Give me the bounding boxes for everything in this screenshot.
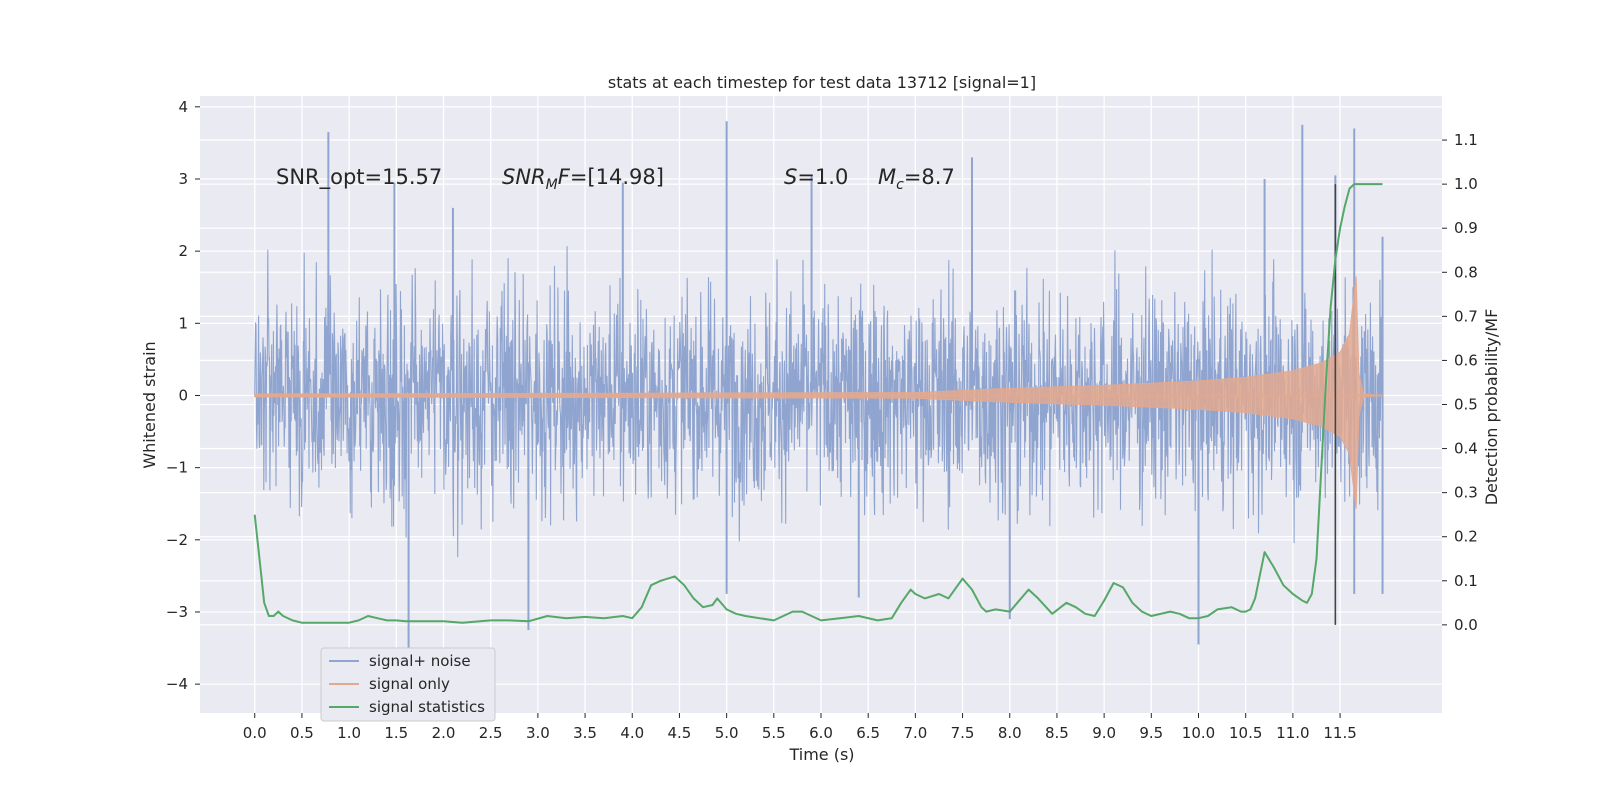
- signal-noise-line: [254, 246, 1384, 558]
- x-tick-label: 1.0: [337, 724, 361, 742]
- x-tick-label: 4.5: [668, 724, 692, 742]
- y-axis-label: Whitened strain: [140, 341, 159, 468]
- y-tick-label: 2: [178, 242, 188, 260]
- x-tick-label: 2.0: [432, 724, 456, 742]
- x-tick-label: 8.5: [1045, 724, 1069, 742]
- x-tick-label: 5.0: [715, 724, 739, 742]
- legend-box: [320, 647, 496, 722]
- y2-tick-label: 0.2: [1454, 528, 1478, 546]
- x-tick-label: 9.5: [1139, 724, 1163, 742]
- legend-label-signal-noise: signal+ noise: [369, 652, 471, 670]
- x-tick-label: 11.5: [1323, 724, 1356, 742]
- x-tick-label: 6.5: [856, 724, 880, 742]
- y2-tick-label: 0.3: [1454, 484, 1478, 502]
- x-tick-label: 0.5: [290, 724, 314, 742]
- annotation-s-label: S: [784, 165, 797, 189]
- annotation-snr-opt: SNR_opt=15.57: [276, 165, 442, 190]
- y2-tick-label: 0.1: [1454, 572, 1478, 590]
- annotation-snr-mf-label: SNR: [502, 165, 546, 189]
- x-tick-label: 7.5: [951, 724, 975, 742]
- annotation-snr-mf-rest-f: F: [558, 165, 571, 189]
- y2-tick-label: 0.6: [1454, 351, 1478, 369]
- y-tick-label: 4: [178, 98, 188, 116]
- x-tick-label: 5.5: [762, 724, 786, 742]
- x-tick-label: 9.0: [1092, 724, 1116, 742]
- x-tick-label: 4.0: [620, 724, 644, 742]
- y2-tick-label: 0.4: [1454, 440, 1478, 458]
- signal-statistics-series: [253, 183, 1383, 624]
- x-tick-label: 7.0: [903, 724, 927, 742]
- y-tick-label: 1: [178, 314, 188, 332]
- y2-tick-label: 1.0: [1454, 175, 1478, 193]
- signal-statistics-line: [253, 183, 1383, 624]
- x-tick-label: 0.0: [243, 724, 267, 742]
- y2-tick-label: 0.8: [1454, 263, 1478, 281]
- tick-labels: 0.0 0.5 1.0 1.5 2.0 2.5 3.0 3.5 4.0 4.5 5.0 5.5 6.0 6…: [166, 98, 1478, 742]
- x-tick-label: 10.5: [1229, 724, 1262, 742]
- x-tick-label: 11.0: [1276, 724, 1309, 742]
- annotation-s-value: =1.0: [797, 165, 848, 189]
- x-tick-label: 10.0: [1182, 724, 1215, 742]
- legend-label-signal-only: signal only: [369, 675, 450, 693]
- annotation-snr-mf-rest: =[14.98]: [570, 165, 664, 189]
- y-tick-label: −3: [166, 603, 188, 621]
- y-tick-label: 0: [178, 386, 188, 404]
- annotation-snr-mf: SNRMF=[14.98]: [502, 165, 664, 193]
- y2-tick-label: 1.1: [1454, 131, 1478, 149]
- x-tick-label: 3.0: [526, 724, 550, 742]
- y2-tick-label: 0.9: [1454, 219, 1478, 237]
- annotation-mc-label: M: [878, 165, 896, 189]
- x-tick-label: 1.5: [384, 724, 408, 742]
- chart-title: stats at each timestep for test data 137…: [608, 73, 1036, 92]
- y-tick-label: −2: [166, 531, 188, 549]
- y2-axis-label: Detection probability/MF: [1482, 309, 1501, 506]
- y2-tick-label: 0.5: [1454, 396, 1478, 414]
- annotation-mc: Mc=8.7: [878, 165, 955, 193]
- x-tick-label: 3.5: [573, 724, 597, 742]
- x-tick-label: 8.0: [998, 724, 1022, 742]
- annotation-mc-sub: c: [896, 177, 904, 193]
- annotation-snr-mf-sub: M: [546, 177, 558, 193]
- x-axis-label: Time (s): [788, 745, 854, 764]
- signal-only-series: [254, 276, 1383, 509]
- y2-tick-label: 0.7: [1454, 307, 1478, 325]
- y-tick-label: −1: [166, 459, 188, 477]
- annotation-mc-value: =8.7: [904, 165, 955, 189]
- y-tick-label: −4: [166, 675, 188, 693]
- x-tick-label: 6.0: [809, 724, 833, 742]
- legend: signal+ noise signal only signal statist…: [320, 647, 496, 722]
- annotation-s: S=1.0: [784, 165, 848, 189]
- x-tick-label: 2.5: [479, 724, 503, 742]
- y2-tick-label: 0.0: [1454, 616, 1478, 634]
- legend-label-signal-statistics: signal statistics: [369, 698, 485, 716]
- y-tick-label: 3: [178, 170, 188, 188]
